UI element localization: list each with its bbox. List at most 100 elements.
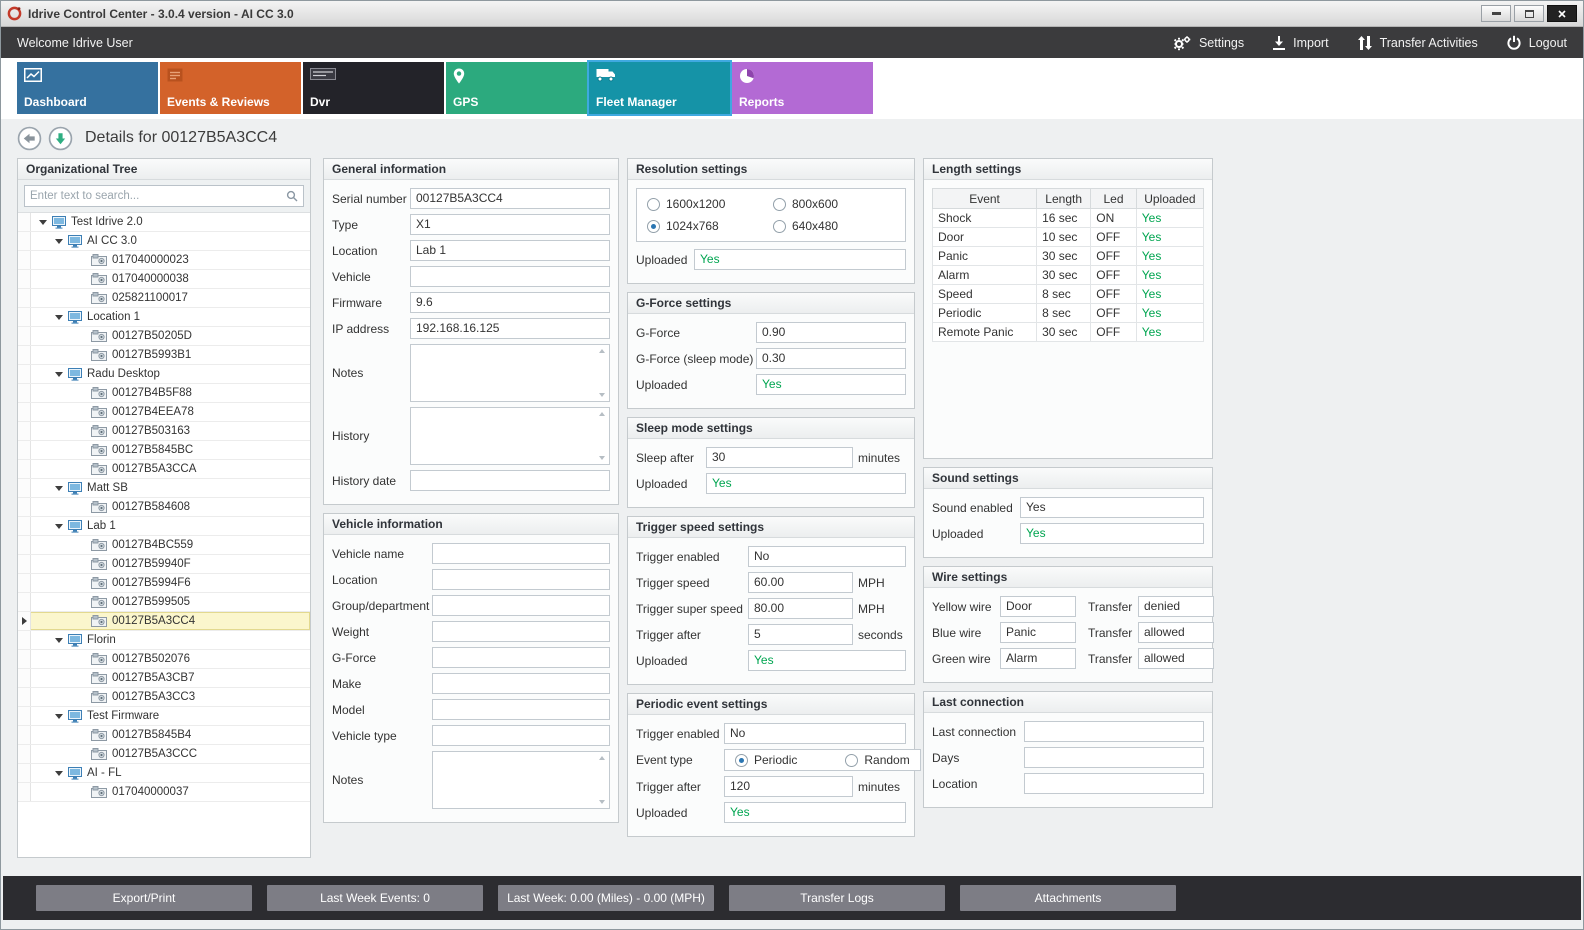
tree-device-017040000037[interactable]: 017040000037	[18, 783, 310, 802]
tree-device-00127b5994f6[interactable]: 00127B5994F6	[18, 574, 310, 593]
tree-device-00127b50205d[interactable]: 00127B50205D	[18, 327, 310, 346]
g-force-field[interactable]	[432, 647, 610, 668]
serial-number-field[interactable]: 00127B5A3CC4	[410, 188, 610, 209]
transfer-activities-button[interactable]: Transfer Activities	[1357, 35, 1478, 51]
radio-800x600[interactable]: 800x600	[773, 197, 895, 211]
radio-random[interactable]: Random	[845, 753, 910, 767]
notes-field[interactable]	[410, 344, 610, 402]
expand-arrow-icon[interactable]	[55, 713, 63, 719]
logout-button[interactable]: Logout	[1506, 35, 1567, 51]
tab-dvr[interactable]: Dvr	[303, 62, 444, 114]
location-field[interactable]: Lab 1	[410, 240, 610, 261]
blue-wire-field[interactable]: Panic	[1000, 622, 1076, 643]
location-field[interactable]	[1024, 773, 1204, 794]
expand-arrow-icon[interactable]	[55, 770, 63, 776]
tab-fleet-manager[interactable]: Fleet Manager	[587, 60, 732, 116]
tree-device-00127b4b5f88[interactable]: 00127B4B5F88	[18, 384, 310, 403]
minimize-button[interactable]	[1481, 5, 1511, 22]
sound-enabled-field[interactable]: Yes	[1020, 497, 1204, 518]
yellow-wire-field[interactable]: Door	[1000, 596, 1076, 617]
tree-group-florin[interactable]: Florin	[18, 631, 310, 650]
green-wire-field[interactable]: Alarm	[1000, 648, 1076, 669]
uploaded-field[interactable]: Yes	[756, 374, 906, 395]
vehicle-type-field[interactable]	[432, 725, 610, 746]
green-wire-transfer-field[interactable]: allowed	[1138, 648, 1214, 669]
tree-device-00127b5a3cc3[interactable]: 00127B5A3CC3	[18, 688, 310, 707]
tree-search-input[interactable]	[25, 190, 286, 202]
tree-device-00127b5a3cb7[interactable]: 00127B5A3CB7	[18, 669, 310, 688]
radio-1600x1200[interactable]: 1600x1200	[647, 197, 769, 211]
transfer-logs-button[interactable]: Transfer Logs	[729, 885, 945, 911]
column-header-uploaded[interactable]: Uploaded	[1135, 188, 1205, 209]
tree-group-location-1[interactable]: Location 1	[18, 308, 310, 327]
tree-group-ai-fl[interactable]: AI - FL	[18, 764, 310, 783]
expand-arrow-icon[interactable]	[55, 637, 63, 643]
trigger-super-speed-field[interactable]: 80.00	[748, 598, 853, 619]
table-row[interactable]: Shock 16 sec ON Yes	[931, 208, 1205, 228]
tree-device-00127b599505[interactable]: 00127B599505	[18, 593, 310, 612]
vehicle-name-field[interactable]	[432, 543, 610, 564]
weight-field[interactable]	[432, 621, 610, 642]
vehicle-field[interactable]	[410, 266, 610, 287]
location-field[interactable]	[432, 569, 610, 590]
table-row[interactable]: Door 10 sec OFF Yes	[931, 227, 1205, 247]
resolution-uploaded-field[interactable]: Yes	[694, 249, 906, 270]
tree-device-00127b503163[interactable]: 00127B503163	[18, 422, 310, 441]
last-connection-field[interactable]	[1024, 721, 1204, 742]
tree-device-00127b59940f[interactable]: 00127B59940F	[18, 555, 310, 574]
tree-group-ai-cc-3-0[interactable]: AI CC 3.0	[18, 232, 310, 251]
trigger-enabled-field[interactable]: No	[724, 723, 906, 744]
import-button[interactable]: Import	[1272, 35, 1329, 51]
firmware-field[interactable]: 9.6	[410, 292, 610, 313]
back-button[interactable]	[17, 126, 42, 151]
tree-device-017040000038[interactable]: 017040000038	[18, 270, 310, 289]
tree-device-00127b4bc559[interactable]: 00127B4BC559	[18, 536, 310, 555]
last-week-0-00-miles-0-00-mph-button[interactable]: Last Week: 0.00 (Miles) - 0.00 (MPH)	[498, 885, 714, 911]
settings-button[interactable]: Settings	[1172, 35, 1244, 51]
expand-arrow-icon[interactable]	[55, 523, 63, 529]
close-button[interactable]	[1547, 5, 1577, 22]
trigger-enabled-field[interactable]: No	[748, 546, 906, 567]
g-force-field[interactable]: 0.90	[756, 322, 906, 343]
table-row[interactable]: Speed 8 sec OFF Yes	[931, 284, 1205, 304]
trigger-after-field[interactable]: 120	[724, 776, 853, 797]
search-icon[interactable]	[286, 190, 298, 202]
uploaded-field[interactable]: Yes	[1020, 523, 1204, 544]
table-row[interactable]: Alarm 30 sec OFF Yes	[931, 265, 1205, 285]
notes-field[interactable]	[432, 751, 610, 809]
table-row[interactable]: Periodic 8 sec OFF Yes	[931, 303, 1205, 323]
column-header-length[interactable]: Length	[1036, 188, 1092, 209]
attachments-button[interactable]: Attachments	[960, 885, 1176, 911]
yellow-wire-transfer-field[interactable]: denied	[1138, 596, 1214, 617]
tree-device-00127b5845bc[interactable]: 00127B5845BC	[18, 441, 310, 460]
sleep-after-field[interactable]: 30	[706, 447, 853, 468]
radio-1024x768[interactable]: 1024x768	[647, 219, 769, 233]
radio-640x480[interactable]: 640x480	[773, 219, 895, 233]
tab-reports[interactable]: Reports	[732, 62, 873, 114]
trigger-speed-field[interactable]: 60.00	[748, 572, 853, 593]
tree-group-matt-sb[interactable]: Matt SB	[18, 479, 310, 498]
tree-device-00127b584608[interactable]: 00127B584608	[18, 498, 310, 517]
maximize-button[interactable]	[1514, 5, 1544, 22]
tab-gps[interactable]: GPS	[446, 62, 587, 114]
expand-arrow-icon[interactable]	[55, 371, 63, 377]
table-row[interactable]: Panic 30 sec OFF Yes	[931, 246, 1205, 266]
expand-arrow-icon[interactable]	[55, 314, 63, 320]
column-header-event[interactable]: Event	[931, 188, 1038, 209]
history-date-field[interactable]	[410, 470, 610, 491]
tree-device-00127b5845b4[interactable]: 00127B5845B4	[18, 726, 310, 745]
tree-group-test-firmware[interactable]: Test Firmware	[18, 707, 310, 726]
days-field[interactable]	[1024, 747, 1204, 768]
tab-events-reviews[interactable]: Events & Reviews	[160, 62, 301, 114]
export-print-button[interactable]: Export/Print	[36, 885, 252, 911]
type-field[interactable]: X1	[410, 214, 610, 235]
ip-address-field[interactable]: 192.168.16.125	[410, 318, 610, 339]
g-force-sleep-mode-field[interactable]: 0.30	[756, 348, 906, 369]
tree-device-00127b5993b1[interactable]: 00127B5993B1	[18, 346, 310, 365]
expand-arrow-icon[interactable]	[39, 219, 47, 225]
uploaded-field[interactable]: Yes	[706, 473, 906, 494]
table-row[interactable]: Remote Panic 30 sec OFF Yes	[931, 322, 1205, 342]
radio-periodic[interactable]: Periodic	[735, 753, 797, 767]
tree-device-00127b5a3cca[interactable]: 00127B5A3CCA	[18, 460, 310, 479]
tree-group-lab-1[interactable]: Lab 1	[18, 517, 310, 536]
